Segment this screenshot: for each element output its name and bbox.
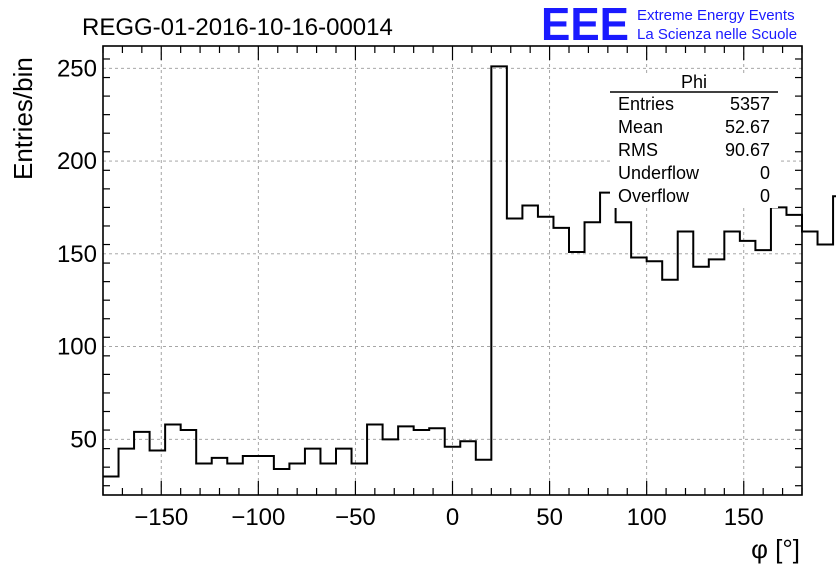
stats-row-label: Mean bbox=[618, 117, 663, 137]
histogram-bin bbox=[150, 450, 166, 495]
x-tick-label: 100 bbox=[627, 504, 667, 531]
histogram-bin bbox=[165, 424, 181, 495]
histogram-bin bbox=[491, 66, 507, 495]
histogram-bin bbox=[522, 206, 538, 495]
histogram-bin bbox=[243, 456, 259, 495]
x-tick-label: −150 bbox=[134, 504, 188, 531]
histogram-bin bbox=[600, 193, 616, 495]
x-tick-label: 50 bbox=[536, 504, 563, 531]
x-axis-label: φ [°] bbox=[751, 534, 800, 564]
y-tick-label: 250 bbox=[57, 55, 97, 82]
histogram-bin bbox=[585, 222, 601, 495]
histogram-bars bbox=[103, 65, 836, 495]
eee-logo: EEE bbox=[541, 0, 629, 50]
y-tick-label: 200 bbox=[57, 148, 97, 175]
stats-row-value: 0 bbox=[760, 186, 770, 206]
histogram-bin bbox=[538, 217, 554, 495]
histogram-bin bbox=[476, 460, 492, 495]
histogram-bin bbox=[398, 426, 414, 495]
histogram-bin bbox=[227, 463, 243, 495]
histogram-bin bbox=[631, 258, 647, 495]
histogram-bin bbox=[771, 207, 787, 495]
tick-labels: −150 −100 −50 0 50 100 150 50 100 150 200 250 bbox=[57, 55, 764, 531]
chart-title: REGG-01-2016-10-16-00014 bbox=[82, 14, 393, 41]
histogram-bin bbox=[740, 241, 756, 495]
histogram-bin bbox=[274, 469, 290, 495]
x-tick-label: 150 bbox=[724, 504, 764, 531]
histogram-bin bbox=[818, 245, 834, 495]
histogram-bin bbox=[119, 449, 135, 495]
histogram-bin bbox=[258, 456, 274, 495]
stats-title: Phi bbox=[681, 72, 707, 92]
histogram-bin bbox=[647, 261, 663, 495]
stats-row-label: Entries bbox=[618, 94, 674, 114]
histogram-bin bbox=[414, 430, 430, 495]
histogram-bin bbox=[569, 252, 585, 495]
histogram-bin bbox=[507, 219, 523, 495]
x-tick-label: 0 bbox=[446, 504, 459, 531]
stats-row-value: 52.67 bbox=[725, 117, 770, 137]
y-axis-label: Entries/bin bbox=[8, 57, 38, 180]
histogram-bin bbox=[802, 232, 818, 495]
histogram-bin bbox=[678, 232, 694, 495]
histogram-bin bbox=[429, 428, 445, 495]
logo-subtitle-line2: La Scienza nelle Scuole bbox=[637, 26, 797, 43]
histogram-bin bbox=[693, 267, 709, 495]
histogram-bin bbox=[134, 432, 150, 495]
histogram-bin bbox=[367, 424, 383, 495]
y-tick-label: 100 bbox=[57, 334, 97, 361]
logo-subtitle-line1: Extreme Energy Events bbox=[637, 7, 795, 24]
histogram-bin bbox=[336, 449, 352, 495]
histogram-outline bbox=[103, 65, 836, 478]
histogram-bin bbox=[786, 215, 802, 495]
histogram-bin bbox=[196, 463, 212, 495]
histogram-bin bbox=[709, 259, 725, 495]
stats-row-label: Underflow bbox=[618, 163, 700, 183]
y-tick-label: 150 bbox=[57, 241, 97, 268]
stats-row-label: RMS bbox=[618, 140, 658, 160]
x-tick-label: −50 bbox=[335, 504, 376, 531]
histogram-bin bbox=[662, 280, 678, 495]
stats-row-value: 5357 bbox=[730, 94, 770, 114]
histogram-bin bbox=[553, 228, 569, 495]
stats-row-value: 0 bbox=[760, 163, 770, 183]
stats-row-value: 90.67 bbox=[725, 140, 770, 160]
histogram-bin bbox=[305, 449, 321, 495]
histogram-bin bbox=[352, 463, 368, 495]
histogram-bin bbox=[181, 430, 197, 495]
histogram-bin bbox=[616, 222, 632, 495]
stats-box: Phi Entries 5357 Mean 52.67 RMS 90.67 Underflo… bbox=[610, 72, 778, 208]
histogram-bin bbox=[320, 463, 336, 495]
histogram-bin bbox=[383, 439, 399, 495]
histogram-bin bbox=[460, 441, 476, 495]
y-tick-label: 50 bbox=[70, 426, 97, 453]
x-tick-label: −100 bbox=[231, 504, 285, 531]
histogram-bin bbox=[755, 250, 771, 495]
axis-ticks bbox=[102, 46, 803, 495]
histogram-bin bbox=[724, 232, 740, 495]
stats-row-label: Overflow bbox=[618, 186, 690, 206]
